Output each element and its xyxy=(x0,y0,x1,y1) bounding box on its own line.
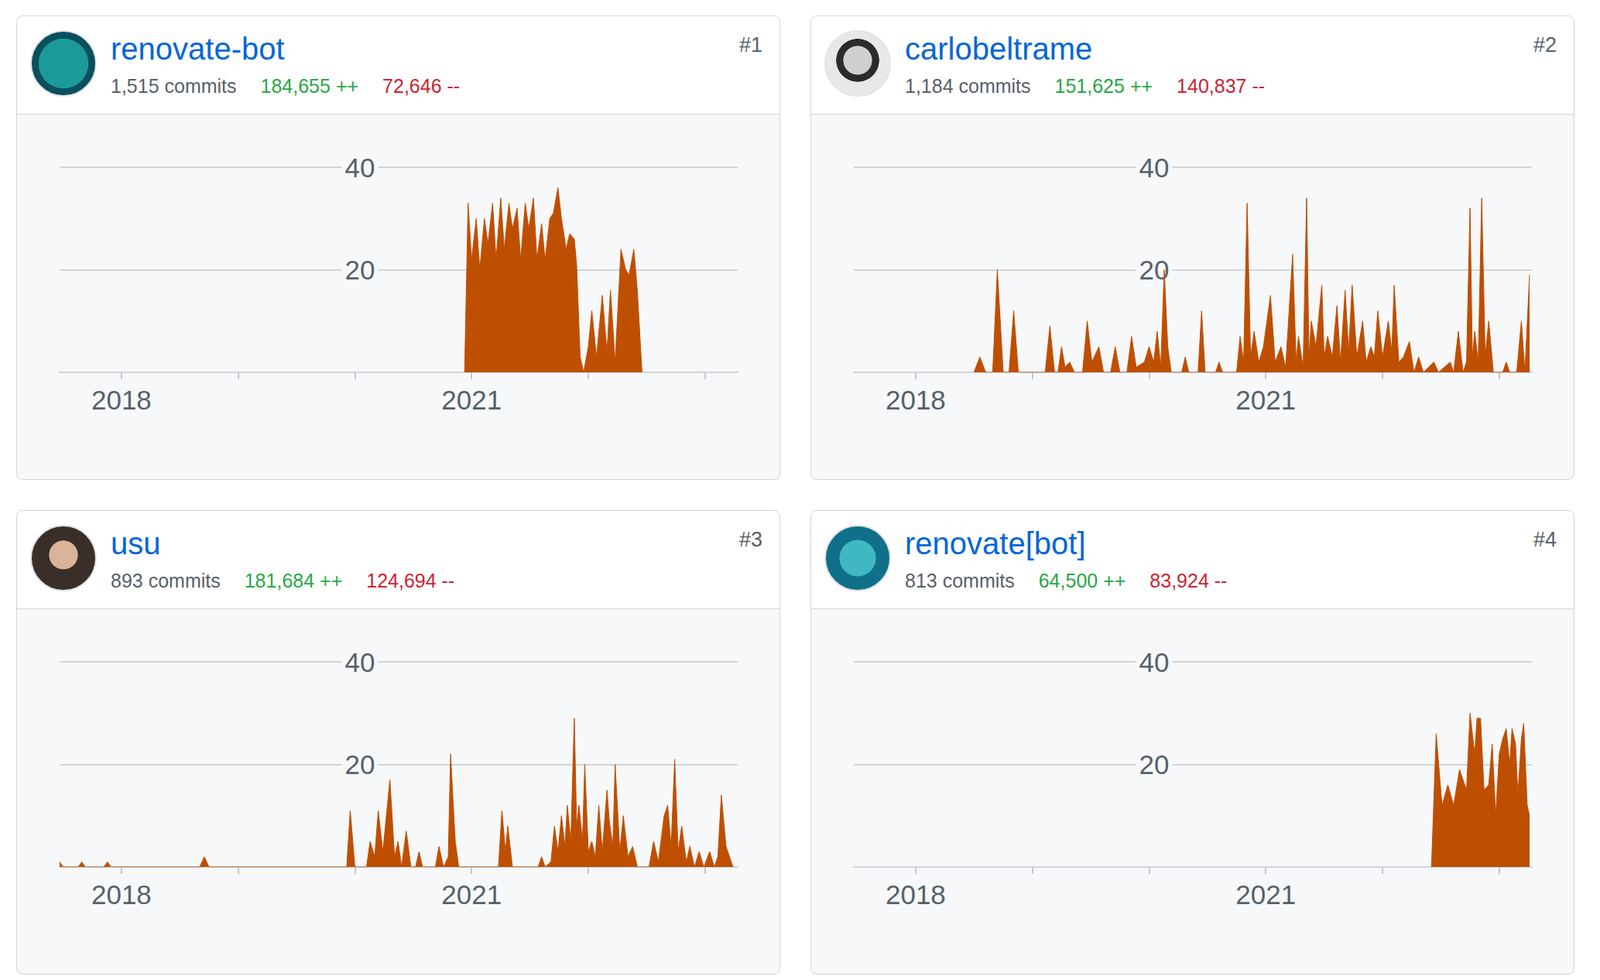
svg-text:20: 20 xyxy=(1139,254,1170,285)
html-text:usu: usu xyxy=(110,526,161,561)
html-text:64,500 ++: 64,500 ++ xyxy=(1038,569,1126,592)
html-text:181,684 ++: 181,684 ++ xyxy=(244,569,343,592)
html-text:carlobeltrame: carlobeltrame xyxy=(904,31,1093,66)
svg-text:40: 40 xyxy=(345,647,376,678)
svg-text:2018: 2018 xyxy=(885,879,946,910)
html-text:140,837 --: 140,837 -- xyxy=(1176,75,1265,97)
html-text:1,515 commits: 1,515 commits xyxy=(110,75,237,97)
svg-text:20: 20 xyxy=(345,254,376,285)
html-text:renovate[bot]: renovate[bot] xyxy=(904,526,1086,561)
svg-text:2018: 2018 xyxy=(91,384,152,415)
svg-text:40: 40 xyxy=(1139,152,1170,183)
html-text:1,184 commits: 1,184 commits xyxy=(904,75,1031,97)
svg-text:20: 20 xyxy=(1139,749,1170,780)
svg-text:40: 40 xyxy=(345,152,376,183)
html-text:72,646 --: 72,646 -- xyxy=(382,75,460,97)
svg-text:2018: 2018 xyxy=(885,384,946,415)
html-text:#3: #3 xyxy=(739,527,763,552)
html-text:124,694 --: 124,694 -- xyxy=(366,569,455,592)
svg-text:20: 20 xyxy=(345,749,376,780)
svg-text:2021: 2021 xyxy=(441,879,502,910)
svg-text:2021: 2021 xyxy=(1235,879,1296,910)
html-text:151,625 ++: 151,625 ++ xyxy=(1054,75,1153,97)
html-text:813 commits: 813 commits xyxy=(904,569,1015,592)
html-text:893 commits: 893 commits xyxy=(110,569,221,592)
svg-text:40: 40 xyxy=(1139,647,1170,678)
html-text:#2: #2 xyxy=(1533,33,1557,57)
html-text:184,655 ++: 184,655 ++ xyxy=(260,75,359,97)
html-text:83,924 --: 83,924 -- xyxy=(1149,569,1228,592)
svg-text:2021: 2021 xyxy=(1235,384,1296,415)
svg-text:2021: 2021 xyxy=(441,384,502,415)
html-text:renovate-bot: renovate-bot xyxy=(110,31,285,66)
html-text:#4: #4 xyxy=(1533,527,1557,552)
svg-text:2018: 2018 xyxy=(91,879,152,910)
html-text:#1: #1 xyxy=(739,33,763,57)
